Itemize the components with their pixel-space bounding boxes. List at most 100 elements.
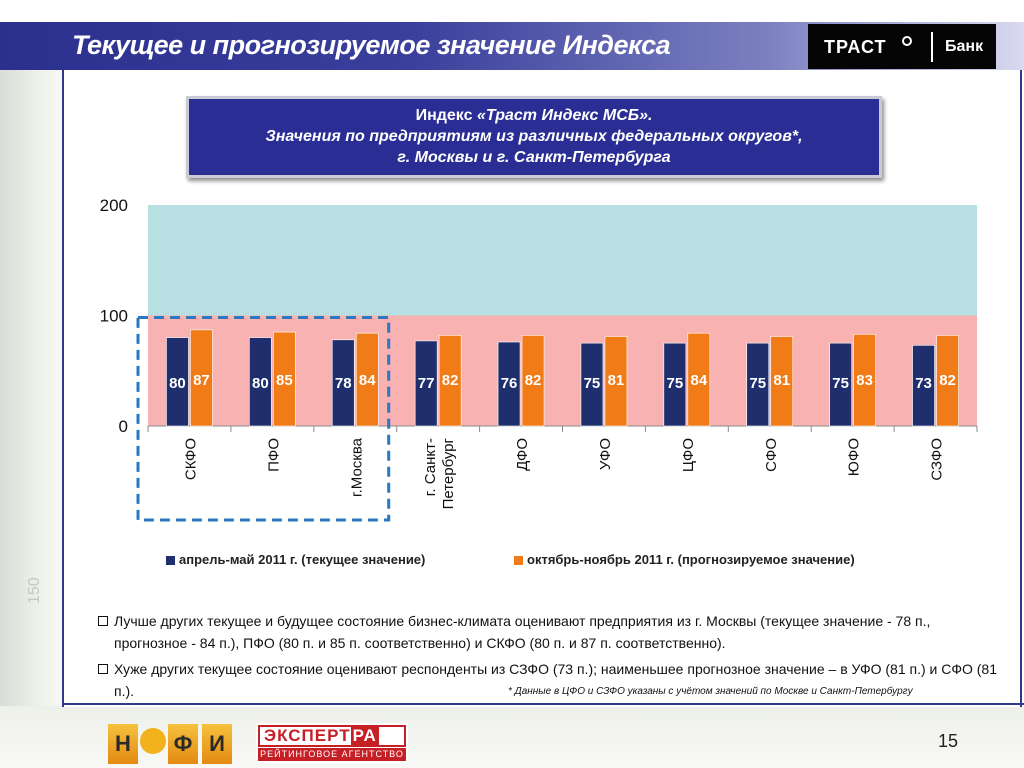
logo-ring-icon [902, 36, 912, 46]
category-label-line: г.Москва [348, 437, 365, 497]
bullet-item: Лучше других текущее и будущее состояние… [98, 610, 998, 654]
footnote: * Данные в ЦФО и СЗФО указаны с учётом з… [508, 686, 913, 697]
category-label: СЗФО [929, 438, 946, 481]
category-label: ЮФО [846, 438, 863, 476]
data-label: 83 [856, 372, 873, 389]
data-label: 84 [359, 372, 376, 389]
bar-forecast [355, 332, 379, 427]
expert-ra-logo: ЭКСПЕРТ РА РЕЙТИНГОВОЕ АГЕНТСТВО [256, 723, 408, 763]
data-label: 77 [418, 375, 435, 392]
bar-current [746, 342, 770, 427]
logo-separator [931, 32, 933, 62]
bullet-text: Хуже других текущее состояние оценивают … [114, 661, 998, 699]
bullet-square-icon [98, 664, 108, 674]
bar-current [497, 341, 521, 427]
y-tick-label: 0 [119, 417, 128, 436]
plot-band [148, 205, 977, 316]
nafi-tile: И [202, 724, 232, 764]
data-label: 81 [608, 372, 625, 389]
bar-chart: 0 100 200 80 87 СКФО 80 85 ПФО 78 84 г.Москва 77 82 г.… [100, 196, 978, 522]
data-label: 87 [193, 372, 210, 389]
bar-current [249, 337, 272, 427]
expert-logo-top: ЭКСПЕРТ РА [258, 725, 406, 747]
chart-title-box: Индекс «Траст Индекс МСБ». Значения по п… [186, 96, 882, 178]
y-tick-label: 200 [100, 196, 128, 215]
data-label: 85 [276, 372, 293, 389]
y-tick-label: 100 [100, 307, 128, 326]
bar-current [580, 342, 604, 427]
frame-bottom-line [62, 703, 1024, 705]
title-line-1-plain: Индекс [415, 107, 477, 124]
bar-forecast [438, 335, 462, 427]
data-label: 76 [501, 375, 518, 392]
data-label: 78 [335, 375, 352, 392]
bar-forecast [936, 335, 959, 427]
legend-swatch-current [166, 556, 175, 566]
bar-current [414, 340, 438, 427]
category-label-line: СФО [763, 438, 780, 472]
category-label-line: Петербург [440, 437, 457, 509]
bar-forecast [190, 329, 213, 427]
category-label: УФО [597, 438, 614, 470]
logo-trust-word: ТРАСТ [824, 37, 887, 57]
category-label: ПФО [265, 438, 282, 472]
category-label-line: ПФО [265, 438, 282, 472]
bar-current [912, 345, 935, 427]
expert-logo-subtitle: РЕЙТИНГОВОЕ АГЕНТСТВО [258, 748, 406, 761]
data-label: 75 [832, 375, 849, 392]
bar-forecast [687, 332, 711, 427]
background-left-strip [0, 70, 62, 710]
expert-ra-word: РА [350, 726, 379, 745]
category-label-line: ДФО [514, 438, 531, 471]
bar-current [166, 337, 189, 427]
legend-item-current: апрель-май 2011 г. (текущее значение) [166, 552, 425, 567]
slide-title: Текущее и прогнозируемое значение Индекс… [72, 30, 671, 60]
bar-forecast [853, 333, 876, 427]
category-label: г.Москва [348, 437, 365, 497]
category-label-line: УФО [597, 438, 614, 470]
nafi-sun-icon [140, 728, 166, 754]
bar-forecast [770, 336, 794, 427]
legend-label-forecast: октябрь-ноябрь 2011 г. (прогнозируемое з… [527, 552, 855, 567]
legend-swatch-forecast [514, 556, 523, 566]
nafi-tile: Н [108, 724, 138, 764]
data-label: 81 [773, 372, 790, 389]
side-number: 150 [26, 577, 43, 604]
category-label: ЦФО [680, 438, 697, 472]
bullet-item: Хуже других текущее состояние оценивают … [98, 658, 998, 702]
category-label: СФО [763, 438, 780, 472]
legend-item-forecast: октябрь-ноябрь 2011 г. (прогнозируемое з… [514, 552, 855, 567]
bar-current [663, 342, 687, 427]
data-label: 82 [939, 372, 956, 389]
data-label: 75 [667, 375, 684, 392]
data-label: 73 [915, 375, 932, 392]
bar-forecast [604, 336, 628, 427]
data-label: 82 [442, 372, 459, 389]
plot-band [148, 315, 977, 426]
bullet-square-icon [98, 616, 108, 626]
bar-current [331, 339, 355, 427]
data-label: 75 [584, 375, 601, 392]
data-label: 84 [691, 372, 708, 389]
bar-forecast [521, 335, 545, 427]
bar-current [829, 342, 852, 427]
category-label: г. Санкт- Петербург [422, 437, 457, 509]
page-number: 15 [938, 731, 959, 751]
title-line-2: Значения по предприятиям из различных фе… [265, 128, 803, 145]
category-label-line: СКФО [182, 438, 199, 480]
title-line-1: Индекс «Траст Индекс МСБ». [189, 105, 879, 126]
category-label: СКФО [182, 438, 199, 480]
category-label: ДФО [514, 438, 531, 471]
logo-bank-word: Банк [945, 38, 984, 55]
bullet-list: Лучше других текущее и будущее состояние… [98, 610, 998, 706]
data-label: 80 [169, 375, 186, 392]
category-label-line: ЮФО [846, 438, 863, 476]
data-label: 82 [525, 372, 542, 389]
expert-word: ЭКСПЕРТ [264, 726, 351, 745]
bullet-text: Лучше других текущее и будущее состояние… [114, 613, 931, 651]
category-label-line: г. Санкт- [422, 438, 439, 496]
bar-forecast [273, 331, 296, 427]
legend-label-current: апрель-май 2011 г. (текущее значение) [179, 552, 426, 567]
title-line-1-italic: «Траст Индекс МСБ». [476, 107, 653, 124]
trust-bank-logo: ТРАСТ Банк [808, 24, 996, 69]
